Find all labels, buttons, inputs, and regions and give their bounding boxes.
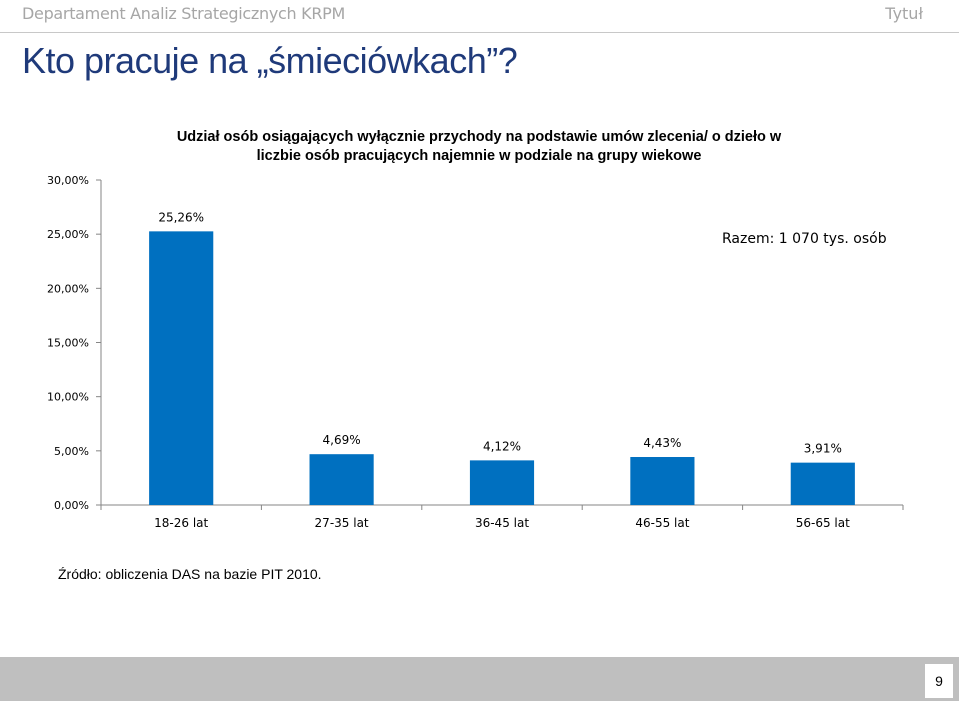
bar-value-label: 25,26% [158,210,204,224]
bar-value-label: 4,43% [643,436,681,450]
source-note: Źródło: obliczenia DAS na bazie PIT 2010… [58,566,322,582]
slide-header: Departament Analiz Strategicznych KRPM T… [0,0,959,33]
chart-title-line: Udział osób osiągających wyłącznie przyc… [177,129,782,145]
bar [790,462,855,505]
slide-title: Kto pracuje na „śmieciówkach”? [22,40,518,81]
y-tick-label: 30,00% [47,174,89,187]
x-tick-label: 46-55 lat [635,516,689,530]
x-tick-label: 27-35 lat [315,516,369,530]
department-name: Departament Analiz Strategicznych KRPM [22,4,345,23]
chart-title-line: liczbie osób pracujących najemnie w podz… [257,148,702,164]
bar [630,457,695,505]
y-tick-label: 5,00% [54,445,89,458]
bar [469,460,535,505]
y-tick-label: 0,00% [54,499,89,512]
y-tick-label: 10,00% [47,391,89,404]
x-tick-label: 56-65 lat [796,516,850,530]
bar-value-label: 4,69% [323,433,361,447]
chart-annotation: Razem: 1 070 tys. osób [722,231,887,247]
x-tick-label: 18-26 lat [154,516,208,530]
footer-bar [0,657,959,701]
page-number: 9 [925,664,953,698]
y-tick-label: 15,00% [47,337,89,350]
header-divider [0,32,959,33]
bar-value-label: 3,91% [804,442,842,456]
bar [149,231,214,505]
bar-chart: Udział osób osiągających wyłącznie przyc… [47,129,904,530]
x-tick-label: 36-45 lat [475,516,529,530]
header-title-tag: Tytuł [885,4,923,23]
bar-value-label: 4,12% [483,439,521,453]
bar [309,454,374,505]
y-tick-label: 25,00% [47,228,89,241]
y-tick-label: 20,00% [47,282,89,295]
